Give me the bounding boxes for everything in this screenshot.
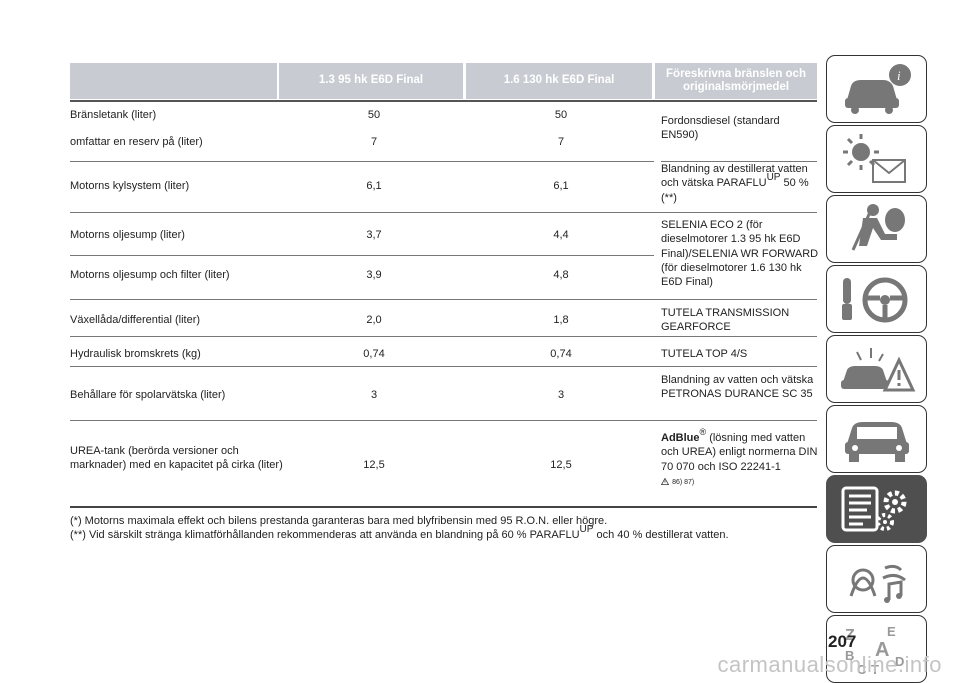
row-value-1-3: 3,7 <box>366 229 382 241</box>
spec-brake-fluid: TUTELA TOP 4/S <box>661 348 748 360</box>
row-divider <box>70 420 817 421</box>
spec-engine-oil: SELENIA ECO 2 (för dieselmotorer 1.3 95 … <box>661 219 819 289</box>
row-label: Hydraulisk bromskrets (kg) <box>70 348 201 360</box>
svg-text:B: B <box>845 648 854 663</box>
svg-text:Z: Z <box>845 627 855 644</box>
row-value-1-6: 6,1 <box>553 180 569 192</box>
spec-urea: AdBlue® (lösning med vatten och UREA) en… <box>661 427 819 488</box>
svg-text:E: E <box>887 624 896 639</box>
row-value-1-6: 12,5 <box>550 459 572 471</box>
footnote-2: (**) Vid särskilt stränga klimatförhålla… <box>70 524 830 542</box>
footnote-2-sup: UP <box>579 524 594 536</box>
emergency-icon <box>840 348 915 392</box>
tab-emergency[interactable] <box>826 335 927 403</box>
spec-coolant-sup: UP <box>766 172 781 184</box>
footnote-1: (*) Motorns maximala effekt och bilens p… <box>70 515 608 527</box>
tab-car-info[interactable]: i <box>826 55 927 123</box>
row-value-1-6: 4,4 <box>553 229 569 241</box>
tab-safety[interactable] <box>826 195 927 263</box>
svg-text:D: D <box>895 654 904 669</box>
header-engine-1-3: 1.3 95 hk E6D Final <box>279 63 463 99</box>
multimedia-icon <box>849 564 906 603</box>
row-label: Bränsletank (liter) <box>70 109 157 121</box>
row-value-1-6: 3 <box>557 389 565 401</box>
steering-key-icon <box>841 277 907 323</box>
spec-gearbox: TUTELA TRANSMISSION GEARFORCE <box>661 307 790 334</box>
svg-text:T: T <box>871 662 879 677</box>
spec-coolant: Blandning av destillerat vatten och väts… <box>661 162 819 205</box>
row-label: Växellåda/differential (liter) <box>70 314 201 326</box>
index-icon: Z E B A C T D <box>845 624 904 677</box>
spec-urea-text: (lösning med vatten och UREA) enligt nor… <box>661 432 818 473</box>
row-value-1-6: 0,74 <box>550 348 572 360</box>
watermark: carmanualsonline.info <box>717 652 942 677</box>
spec-coolant-ratio: 50 % (**) <box>661 177 809 204</box>
row-divider <box>70 212 817 213</box>
maintenance-icon <box>844 422 909 462</box>
spec-coolant-text: Blandning av destillerat vatten och väts… <box>661 163 808 190</box>
spec-fuel: Fordonsdiesel (standard EN590) <box>661 115 780 142</box>
row-label: Motorns kylsystem (liter) <box>70 180 190 192</box>
row-value-1-3: 7 <box>370 136 378 148</box>
tab-warning-lights[interactable] <box>826 125 927 193</box>
row-value-1-3: 12,5 <box>363 459 385 471</box>
row-value-1-3: 3 <box>370 389 378 401</box>
row-value-1-6: 7 <box>557 136 565 148</box>
header-divider <box>70 100 817 102</box>
row-label: omfattar en reserv på (liter) <box>70 136 203 148</box>
row-label: Behållare för spolarvätska (liter) <box>70 389 226 401</box>
row-divider <box>70 299 817 300</box>
row-value-1-6: 1,8 <box>553 314 569 326</box>
tab-starting-driving[interactable] <box>826 265 927 333</box>
tab-technical-data[interactable] <box>826 475 927 543</box>
tab-multimedia[interactable] <box>826 545 927 613</box>
svg-text:A: A <box>875 639 889 661</box>
safety-airbag-icon <box>851 204 905 251</box>
row-value-1-3: 2,0 <box>366 314 382 326</box>
svg-text:i: i <box>897 68 901 83</box>
row-label: UREA-tank (berörda versioner och marknad… <box>70 445 283 472</box>
warning-triangle-icon <box>661 477 669 485</box>
row-divider <box>661 161 817 162</box>
row-value-1-3: 3,9 <box>366 269 382 281</box>
page-number: 207 <box>828 632 857 651</box>
row-divider <box>70 336 817 337</box>
footnotes: (*) Motorns maximala effekt och bilens p… <box>70 514 830 543</box>
row-value-1-6: 50 <box>554 109 568 121</box>
row-label: Motorns oljesump (liter) <box>70 229 185 241</box>
row-value-1-3: 0,74 <box>363 348 385 360</box>
row-divider <box>70 366 817 367</box>
header-empty-cell <box>70 63 277 99</box>
warning-lights-icon <box>842 134 906 183</box>
table-bottom-rule <box>70 506 817 508</box>
adblue-brand: AdBlue <box>661 432 700 444</box>
spec-washer-fluid: Blandning av vatten och vätska PETRONAS … <box>661 374 814 401</box>
svg-text:C: C <box>857 662 867 677</box>
tab-index[interactable]: Z E B A C T D <box>826 615 927 683</box>
tab-maintenance[interactable] <box>826 405 927 473</box>
registered-mark: ® <box>699 427 707 437</box>
footnote-2-text: (**) Vid särskilt stränga klimatförhålla… <box>70 529 580 542</box>
car-info-icon: i <box>844 64 911 114</box>
reference-numbers: 86) 87) <box>672 478 695 486</box>
header-engine-1-6: 1.6 130 hk E6D Final <box>466 63 652 99</box>
row-value-1-3: 50 <box>367 109 381 121</box>
row-divider <box>70 255 654 256</box>
footnote-2-tail: och 40 % destillerat vatten. <box>596 529 729 542</box>
header-fuels-lubricants: Föreskrivna bränslen och originalsmörjme… <box>655 63 817 99</box>
technical-data-icon <box>841 486 906 532</box>
row-value-1-6: 4,8 <box>553 269 569 281</box>
row-value-1-3: 6,1 <box>366 180 382 192</box>
row-divider <box>70 161 654 162</box>
row-label: Motorns oljesump och filter (liter) <box>70 269 230 281</box>
